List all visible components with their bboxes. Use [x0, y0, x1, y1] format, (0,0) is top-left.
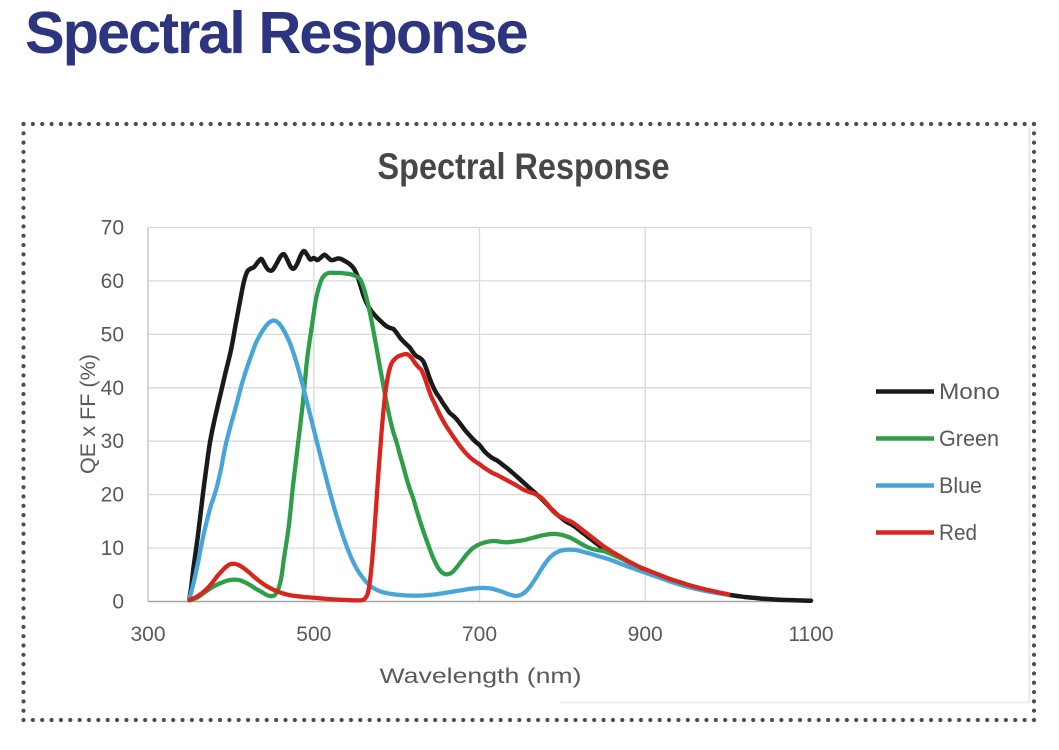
svg-text:70: 70 — [101, 217, 124, 240]
svg-text:900: 900 — [628, 623, 663, 646]
svg-text:0: 0 — [112, 591, 124, 614]
svg-text:Wavelength (nm): Wavelength (nm) — [380, 664, 582, 688]
svg-text:700: 700 — [462, 623, 497, 646]
svg-text:20: 20 — [101, 484, 124, 507]
svg-text:40: 40 — [101, 377, 124, 400]
svg-text:Blue: Blue — [939, 473, 982, 498]
svg-text:Red: Red — [939, 520, 977, 545]
svg-text:Mono: Mono — [939, 379, 1000, 404]
svg-text:Green: Green — [939, 426, 999, 451]
svg-text:QE x FF (%): QE x FF (%) — [77, 354, 100, 474]
svg-text:50: 50 — [101, 323, 124, 346]
svg-text:Spectral Response: Spectral Response — [25, 0, 528, 66]
svg-text:30: 30 — [101, 430, 124, 453]
svg-text:500: 500 — [296, 623, 331, 646]
svg-text:60: 60 — [101, 270, 124, 293]
svg-text:Spectral Response: Spectral Response — [378, 146, 670, 187]
svg-text:10: 10 — [101, 537, 124, 560]
svg-text:1100: 1100 — [788, 623, 833, 646]
svg-text:300: 300 — [130, 623, 165, 646]
